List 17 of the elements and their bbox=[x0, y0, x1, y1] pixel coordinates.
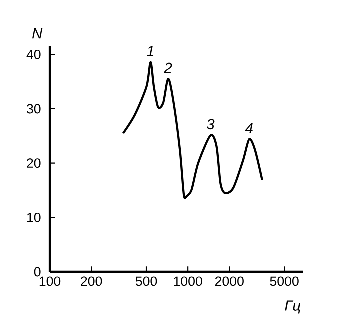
y-tick-label: 40 bbox=[26, 50, 41, 60]
y-tick-label: 20 bbox=[27, 158, 41, 168]
x-tick-label: 500 bbox=[136, 276, 158, 286]
x-tick-label: 5000 bbox=[270, 276, 299, 286]
x-tick-label: 1000 bbox=[174, 276, 202, 286]
annotation: 4 bbox=[245, 123, 253, 134]
annotation: 1 bbox=[147, 46, 154, 56]
y-tick-label: 10 bbox=[27, 212, 41, 222]
x-tick-label: 200 bbox=[81, 276, 102, 286]
x-tick-label: 2000 bbox=[215, 276, 244, 286]
y-axis-title: N bbox=[32, 28, 43, 39]
x-axis-title: Гц bbox=[285, 300, 301, 314]
annotation: 2 bbox=[164, 62, 172, 74]
annotation: 3 bbox=[206, 119, 215, 130]
x-tick-label: 100 bbox=[40, 276, 61, 286]
y-tick-label: 30 bbox=[26, 104, 41, 114]
y-tick-label: 0 bbox=[34, 267, 41, 277]
